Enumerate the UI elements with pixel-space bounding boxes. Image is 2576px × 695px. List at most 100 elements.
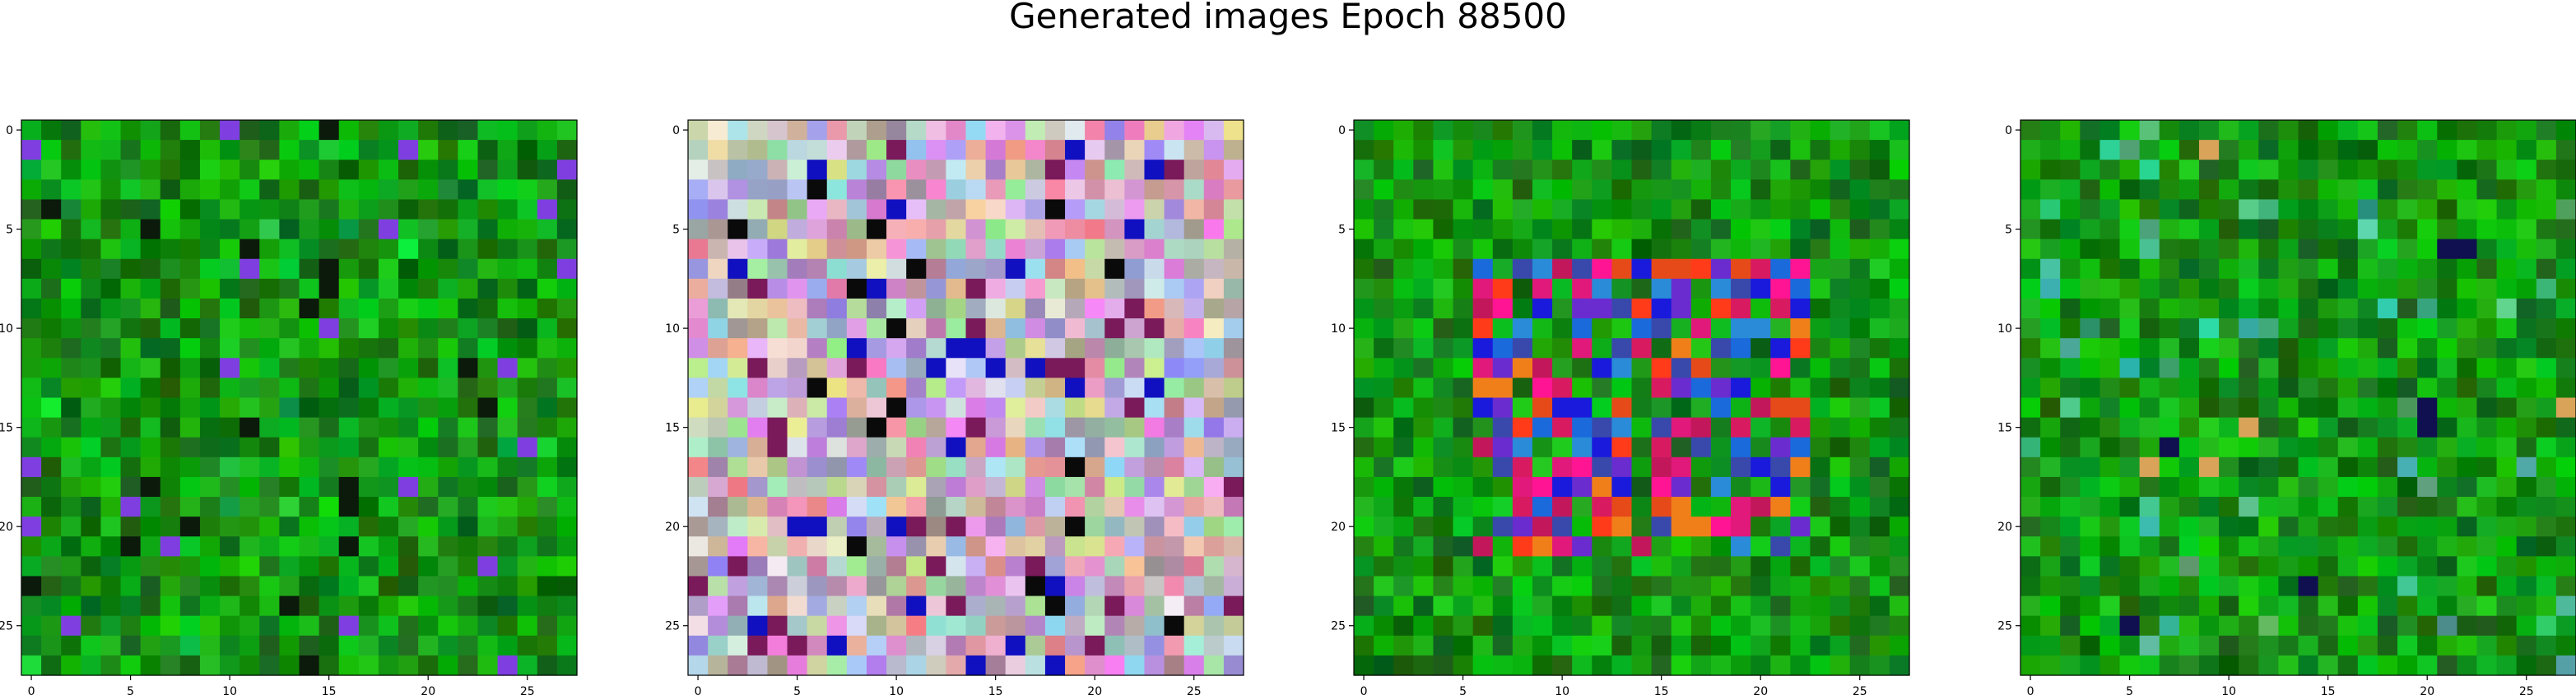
pixel	[100, 497, 122, 517]
pixel	[299, 437, 320, 458]
pixel	[2417, 239, 2438, 260]
pixel	[1223, 437, 1244, 458]
pixel	[985, 556, 1007, 577]
pixel	[2178, 556, 2200, 577]
pixel	[1374, 456, 1394, 478]
pixel	[965, 476, 987, 498]
pixel	[1005, 635, 1026, 656]
pixel	[2119, 536, 2141, 557]
pixel	[2337, 397, 2359, 419]
pixel	[708, 417, 728, 438]
pixel	[220, 199, 240, 220]
pixel	[160, 615, 181, 637]
y-tick-label: 5	[2005, 224, 2012, 237]
pixel	[1413, 120, 1434, 141]
pixel	[1830, 278, 1851, 299]
pixel	[1572, 615, 1593, 637]
x-tick-label: 0	[695, 685, 702, 695]
pixel	[279, 278, 300, 299]
pixel	[767, 615, 788, 637]
pixel	[866, 160, 887, 180]
pixel	[497, 655, 518, 676]
pixel	[299, 258, 320, 280]
pixel	[2040, 378, 2061, 399]
pixel	[1065, 258, 1086, 280]
pixel	[517, 517, 538, 537]
pixel	[21, 437, 42, 458]
pixel	[2476, 179, 2498, 201]
pixel	[2555, 358, 2576, 378]
pixel	[1144, 199, 1165, 220]
pixel	[2258, 219, 2279, 240]
pixel	[1869, 556, 1890, 577]
pixel	[2178, 497, 2200, 517]
pixel	[1374, 397, 1394, 419]
pixel	[886, 655, 907, 676]
pixel	[2178, 140, 2200, 160]
pixel	[866, 140, 887, 160]
pixel	[2417, 576, 2438, 597]
pixel	[358, 615, 379, 637]
pixel	[886, 239, 907, 260]
pixel	[1044, 318, 1066, 339]
pixel	[100, 298, 122, 319]
pixel	[886, 298, 907, 319]
pixel	[2377, 338, 2398, 359]
pixel	[1611, 655, 1633, 676]
pixel	[556, 140, 578, 160]
pixel	[2476, 199, 2498, 220]
pixel	[807, 258, 828, 280]
pixel	[2337, 338, 2359, 359]
pixel	[1751, 655, 1771, 676]
pixel	[985, 497, 1007, 517]
pixel	[2099, 358, 2121, 378]
pixel	[926, 576, 946, 597]
pixel	[1611, 476, 1633, 498]
pixel	[1453, 576, 1474, 597]
pixel	[2040, 397, 2061, 419]
pixel	[2258, 517, 2279, 537]
pixel	[2278, 239, 2299, 260]
pixel	[1810, 318, 1831, 339]
pixel	[1690, 615, 1712, 637]
pixel	[1223, 517, 1244, 537]
pixel	[1065, 595, 1086, 617]
pixel	[747, 615, 769, 637]
pixel	[985, 338, 1007, 359]
pixel	[140, 635, 161, 656]
pixel	[1472, 655, 1494, 676]
pixel	[2159, 258, 2180, 280]
pixel	[866, 239, 887, 260]
pixel	[497, 576, 518, 597]
pixel	[1770, 120, 1791, 141]
pixel	[1770, 635, 1791, 656]
pixel	[140, 160, 161, 180]
pixel	[2080, 298, 2101, 319]
pixel	[1223, 595, 1244, 617]
pixel	[1710, 160, 1732, 180]
pixel	[1889, 476, 1910, 498]
pixel	[846, 556, 867, 577]
pixel	[2198, 239, 2220, 260]
pixel	[41, 576, 62, 597]
pixel	[2278, 278, 2299, 299]
pixel	[688, 635, 709, 656]
pixel	[1164, 576, 1185, 597]
pixel	[1810, 140, 1831, 160]
pixel	[1790, 318, 1811, 339]
pixel	[2516, 576, 2537, 597]
pixel	[1790, 298, 1811, 319]
pixel	[1671, 358, 1692, 378]
pixel	[2198, 437, 2220, 458]
pixel	[767, 556, 788, 577]
pixel	[438, 635, 458, 656]
pixel	[1492, 239, 1514, 260]
pixel	[1631, 556, 1653, 577]
pixel	[2516, 517, 2537, 537]
pixel	[477, 258, 499, 280]
pixel	[319, 517, 340, 537]
pixel	[299, 378, 320, 399]
pixel	[140, 476, 161, 498]
pixel	[81, 536, 102, 557]
pixel	[807, 655, 828, 676]
